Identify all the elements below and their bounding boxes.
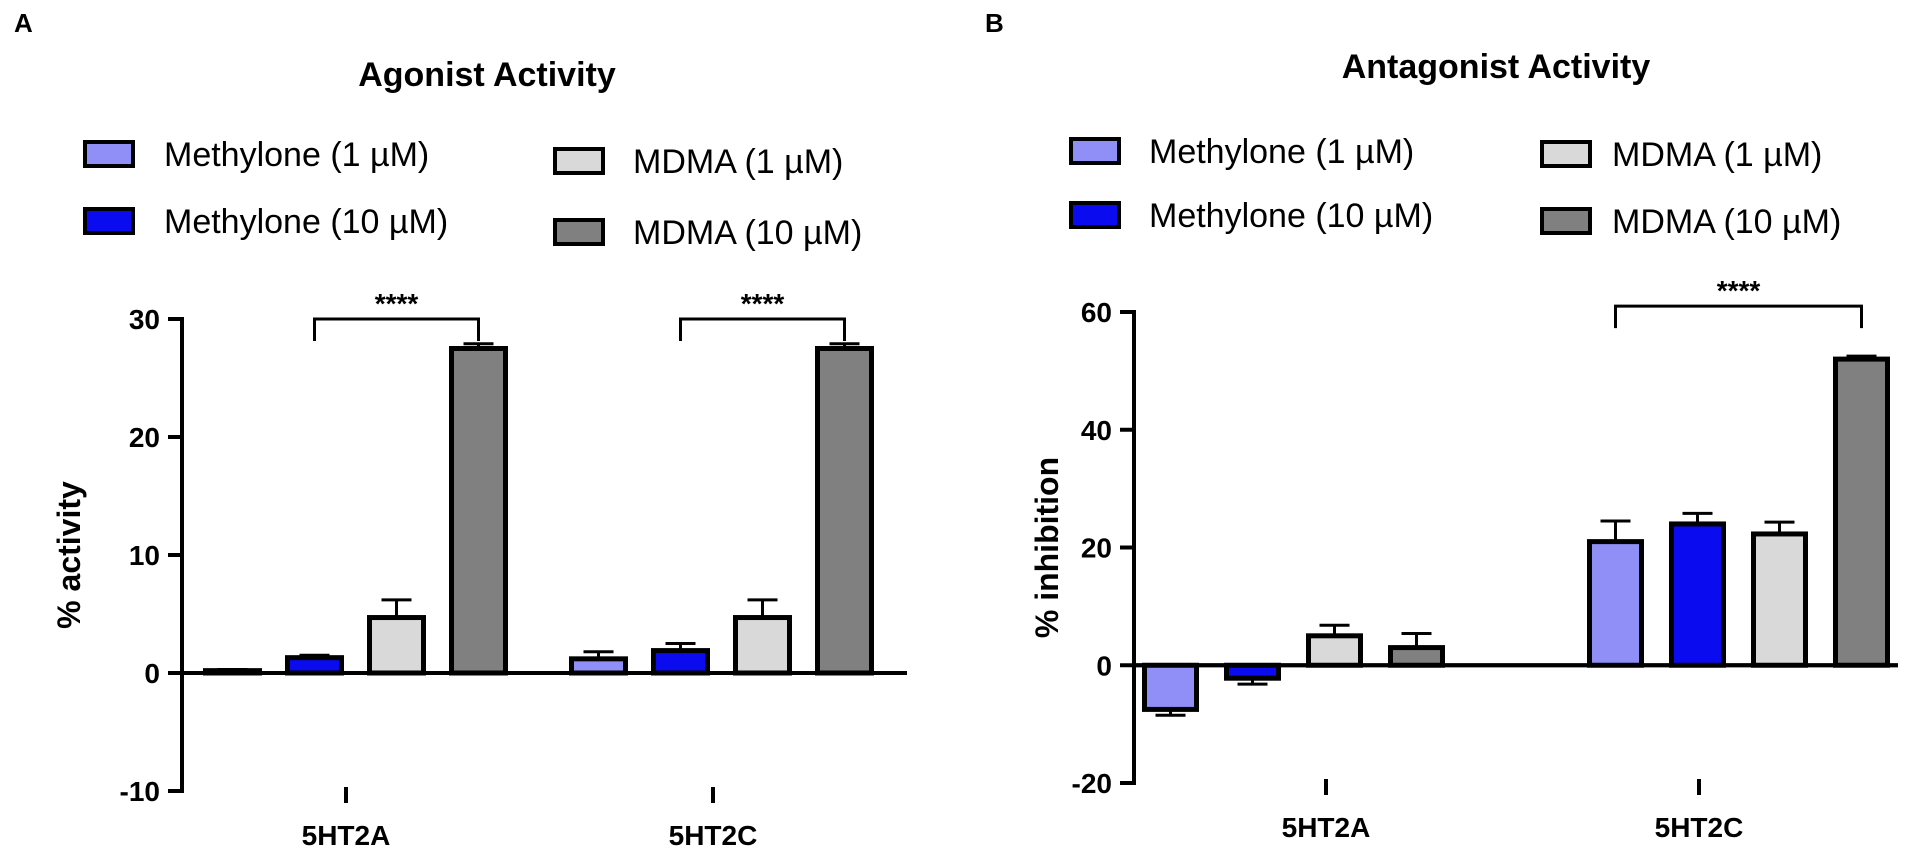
bars — [1132, 354, 1898, 717]
y-tick-label: -10 — [120, 776, 160, 807]
bar — [1306, 633, 1363, 668]
legend-label: MDMA (10 µM) — [633, 214, 862, 252]
y-tick-label: 10 — [129, 540, 160, 571]
legend-swatch — [1540, 207, 1592, 235]
y-axis-label: % activity — [51, 481, 87, 629]
bar — [1669, 521, 1726, 668]
bracket-line — [679, 317, 846, 341]
legend-swatch — [553, 147, 605, 175]
significance-label: **** — [1717, 275, 1761, 306]
legend-label: MDMA (10 µM) — [1612, 203, 1841, 241]
legend-label: Methylone (1 µM) — [1149, 133, 1414, 171]
bar — [449, 346, 508, 676]
bracket-line — [313, 317, 480, 341]
legend-label: Methylone (10 µM) — [164, 203, 448, 241]
bar — [569, 656, 628, 676]
y-tick-label: 30 — [129, 304, 160, 335]
significance-label: **** — [741, 288, 785, 319]
legend-label: Methylone (1 µM) — [164, 136, 429, 174]
bar — [285, 655, 344, 676]
bracket-line — [1614, 304, 1863, 329]
legend: Methylone (1 µM) Methylone (10 µM) MDMA (1… — [83, 136, 862, 252]
chart-title: Antagonist Activity — [1342, 48, 1651, 86]
y-axis-label: % inhibition — [1029, 457, 1065, 638]
significance-bracket: **** — [313, 288, 480, 341]
y-tick-label: 20 — [1081, 533, 1112, 564]
y-tick-label: -20 — [1072, 768, 1112, 799]
bar — [651, 648, 710, 676]
legend: Methylone (1 µM) Methylone (10 µM) MDMA (1… — [1069, 133, 1841, 241]
legend-label: MDMA (1 µM) — [1612, 136, 1822, 174]
bar — [815, 346, 874, 676]
legend-swatch — [83, 140, 135, 168]
bar — [1142, 662, 1199, 712]
bar — [367, 615, 426, 676]
y-tick-label: 40 — [1081, 415, 1112, 446]
x-tick-label: 5HT2C — [1655, 812, 1744, 843]
legend-swatch — [1069, 201, 1121, 229]
axes: 30 20 10 0 -10 % activity 5HT2A 5HT2C — [51, 304, 907, 851]
bar — [733, 615, 792, 676]
panel-letter: B — [985, 8, 1004, 38]
y-tick-label: 60 — [1081, 297, 1112, 328]
y-tick-label: 20 — [129, 422, 160, 453]
legend-swatch — [83, 207, 135, 235]
bar — [1587, 539, 1644, 668]
y-tick-label: 0 — [1096, 650, 1112, 681]
legend-swatch — [553, 218, 605, 246]
legend-label: MDMA (1 µM) — [633, 143, 843, 181]
bar — [1751, 531, 1808, 668]
chart-title: Agonist Activity — [358, 56, 616, 94]
x-tick-label: 5HT2C — [669, 820, 758, 851]
legend-label: Methylone (10 µM) — [1149, 197, 1433, 235]
legend-swatch — [1069, 137, 1121, 165]
x-tick-label: 5HT2A — [302, 820, 391, 851]
panel-letter: A — [14, 8, 33, 38]
y-tick-label: 0 — [144, 658, 160, 689]
significance-label: **** — [375, 288, 419, 319]
significance-bracket: **** — [679, 288, 846, 341]
bar — [1388, 645, 1445, 668]
x-tick-label: 5HT2A — [1282, 812, 1371, 843]
significance-bracket: **** — [1614, 275, 1863, 329]
bar — [1833, 356, 1890, 668]
bars — [180, 342, 907, 676]
legend-swatch — [1540, 140, 1592, 168]
